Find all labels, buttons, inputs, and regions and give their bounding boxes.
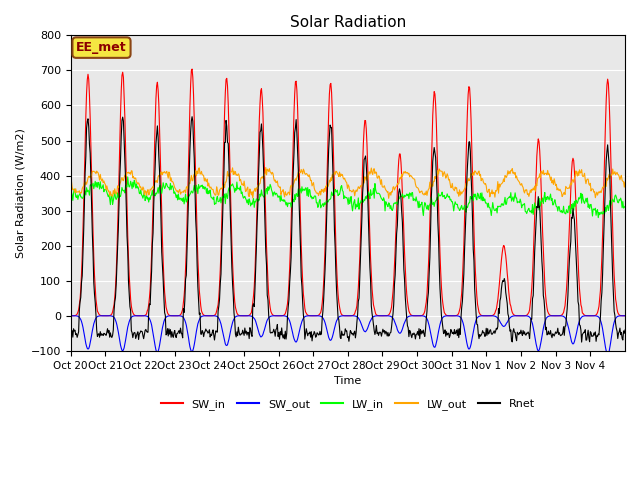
Legend: SW_in, SW_out, LW_in, LW_out, Rnet: SW_in, SW_out, LW_in, LW_out, Rnet <box>156 395 540 415</box>
Text: EE_met: EE_met <box>76 41 127 54</box>
Y-axis label: Solar Radiation (W/m2): Solar Radiation (W/m2) <box>15 128 25 258</box>
X-axis label: Time: Time <box>334 376 362 386</box>
Title: Solar Radiation: Solar Radiation <box>290 15 406 30</box>
